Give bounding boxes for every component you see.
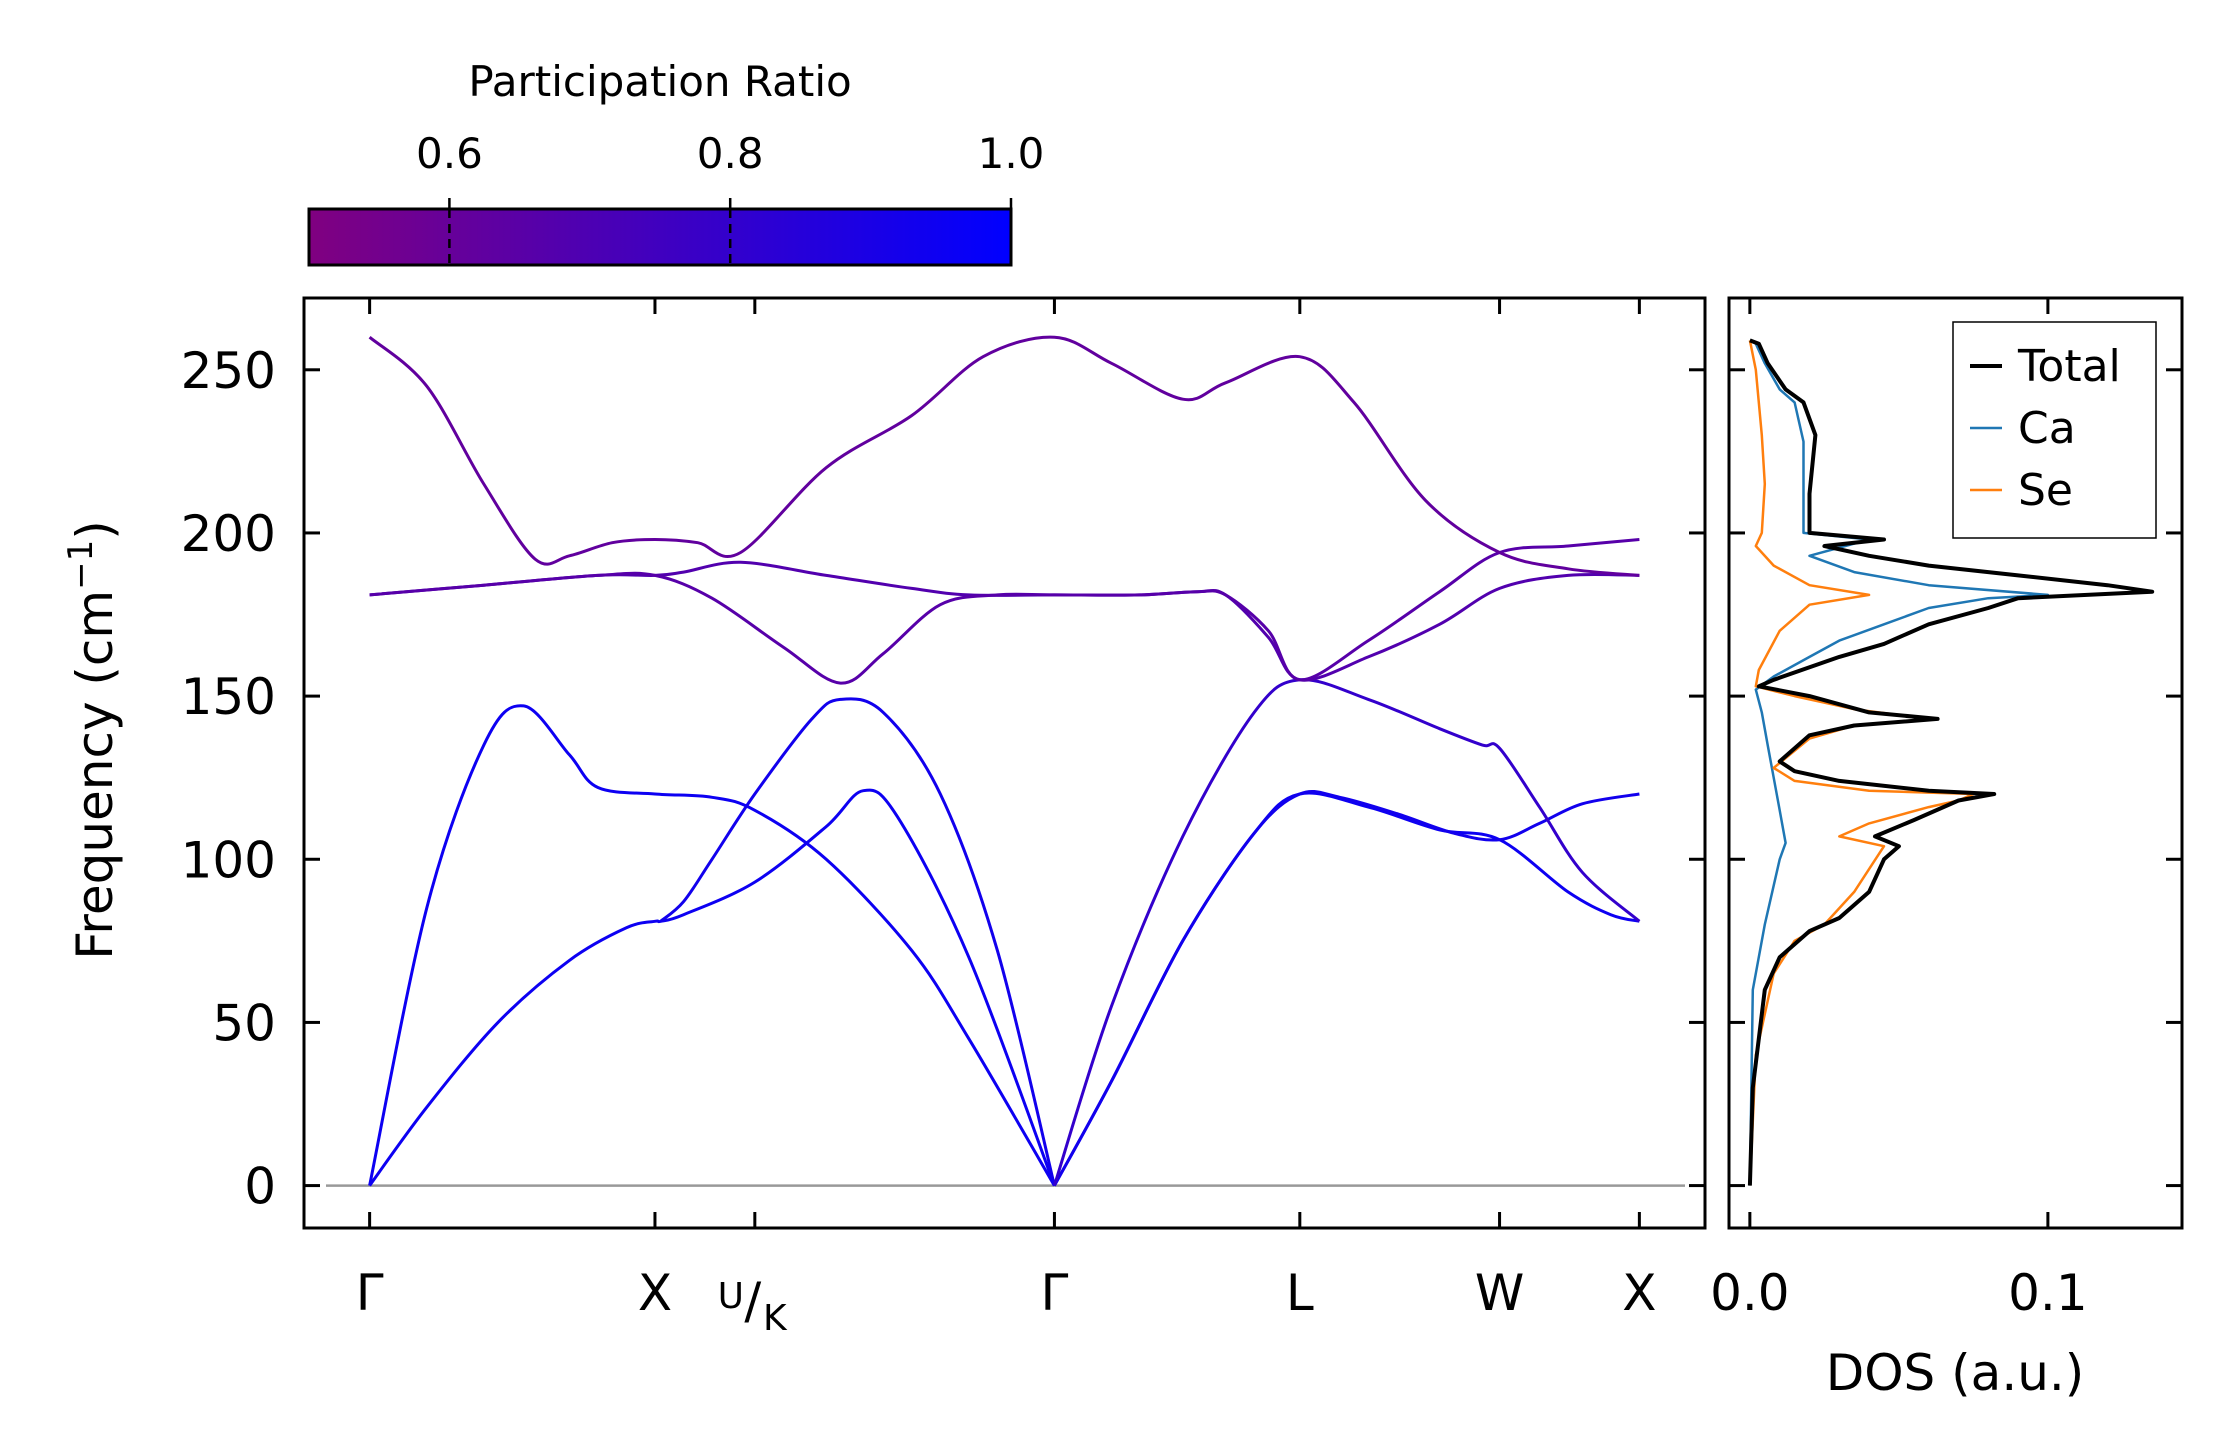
colorbar-tick-label: 1.0 [978,129,1045,178]
x-tick-label: W [1475,1264,1524,1322]
colorbar-ticks: 0.6 0.8 1.0 [416,129,1044,265]
x-tick-label: Γ [356,1264,384,1322]
x-tick-label: L [1286,1264,1314,1322]
band-plot-frame [302,296,1707,1230]
x-tick-label: Γ [1041,1264,1069,1322]
colorbar-gradient [307,207,1013,267]
dos-line-ca [1748,339,2050,1186]
dos-x-tick-label: 0.1 [2008,1264,2088,1322]
y-tick-label: 200 [181,505,276,563]
y-tick-label: 0 [244,1158,276,1216]
band-axes: 0 50 100 150 200 250 Γ X U / K Γ L W X [181,298,1705,1339]
colorbar-tick-label: 0.6 [416,129,483,178]
dos-plot-frame [1727,296,2184,1230]
y-tick-label: 250 [181,342,276,400]
legend-box [1952,321,2157,539]
band-optic-2 [369,538,1640,685]
x-tick-label: X [638,1264,672,1322]
legend: Total Ca Se [1952,321,2157,539]
colorbar-tick-label: 0.8 [697,129,764,178]
band-optic-1 [369,560,1640,682]
band-optic-3 [368,335,1640,577]
band-acoustic-L1 [1053,791,1640,1187]
band-optic-L-W [1052,678,1641,1187]
band-acoustic-1 [368,788,1056,1187]
x-tick-label-top: U [718,1276,744,1317]
legend-label-ca: Ca [2018,403,2076,454]
x-tick-label-bottom: K [763,1298,788,1339]
colorbar: 0.6 0.8 1.0 Participation Ratio [307,57,1044,267]
dos-x-axis-label: DOS (a.u.) [1826,1344,2085,1402]
band-acoustic-2 [368,704,1056,1187]
dos-x-tick-label: 0.0 [1710,1264,1790,1322]
band-structure-panel: 0 50 100 150 200 250 Γ X U / K Γ L W X Frequency (cm−1… [61,296,1707,1339]
dos-axes: 0.0 0.1 [1710,298,2182,1322]
y-tick-label: 50 [212,994,276,1052]
x-tick-label-slash: / [744,1272,761,1330]
dos-line-total [1747,338,2155,1186]
y-axis-label: Frequency (cm−1) [61,520,124,960]
legend-label-total: Total [2017,341,2121,392]
band-acoustic-3 [659,697,1056,1186]
dos-panel: 0.0 0.1 DOS (a.u.) Total Ca Se [1710,296,2184,1402]
colorbar-label: Participation Ratio [468,57,851,106]
band-acoustic-L2 [1053,790,1640,1187]
band-lines [368,335,1641,1187]
legend-label-se: Se [2018,465,2073,516]
dos-lines [1747,338,2155,1186]
x-tick-label: X [1622,1264,1656,1322]
x-tick-label-split: U / K [718,1272,788,1339]
y-tick-label: 100 [181,831,276,889]
y-tick-label: 150 [181,668,276,726]
